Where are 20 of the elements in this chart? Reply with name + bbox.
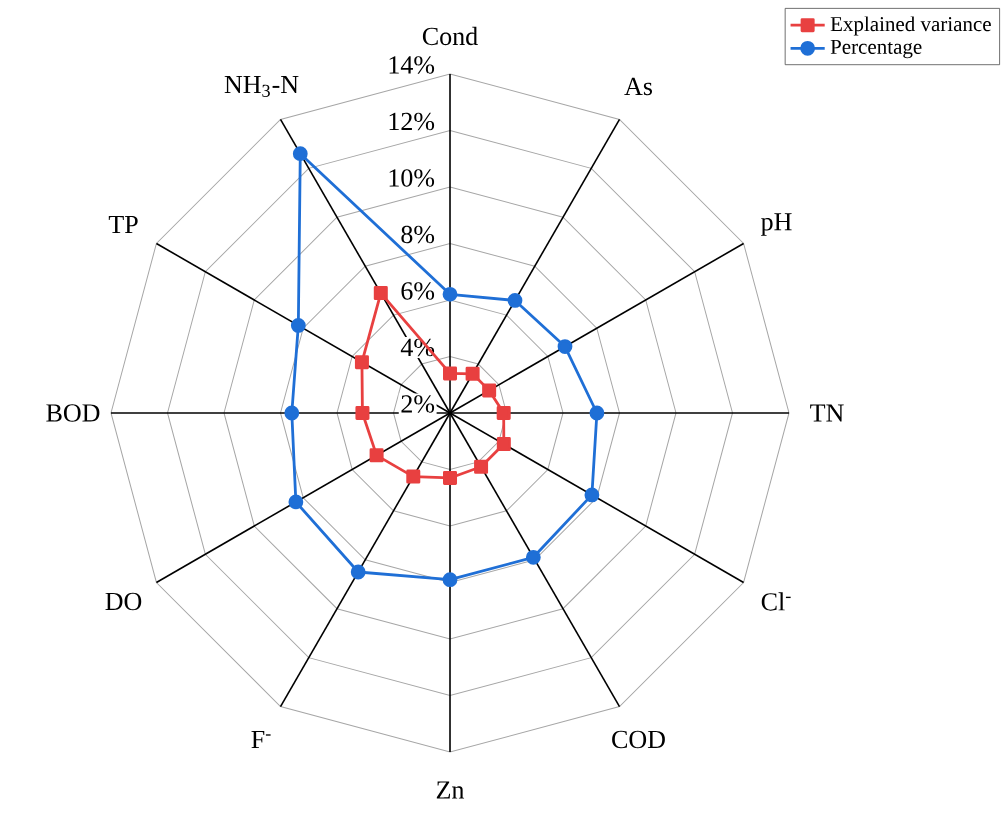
y-tick-label: 2%: [401, 395, 435, 413]
spoke-label: BOD: [46, 404, 100, 422]
legend-label: Percentage: [830, 39, 922, 59]
y-tick-label: 10%: [389, 169, 435, 187]
legend-label: Explained variance: [830, 16, 991, 36]
spoke-label: TN: [810, 404, 844, 422]
spoke-label: As: [624, 77, 653, 96]
y-tick-label: 6%: [401, 282, 435, 300]
y-tick-label: 12%: [389, 112, 435, 131]
y-tick-label: 14%: [389, 56, 435, 74]
y-tick-label: 8%: [401, 225, 435, 244]
spoke-label: pH: [761, 213, 792, 236]
spoke-label: F$^{-}$: [251, 730, 271, 748]
spoke-label: COD: [612, 730, 665, 749]
spoke-label: DO: [105, 592, 142, 611]
spoke-label: Cond: [422, 26, 478, 46]
spoke-label: Cl$^{-}$: [761, 592, 791, 611]
spoke-label: NH$_{3}$-N: [224, 75, 299, 97]
spoke-label: TP: [108, 215, 138, 233]
spoke-label: Zn: [436, 781, 465, 799]
